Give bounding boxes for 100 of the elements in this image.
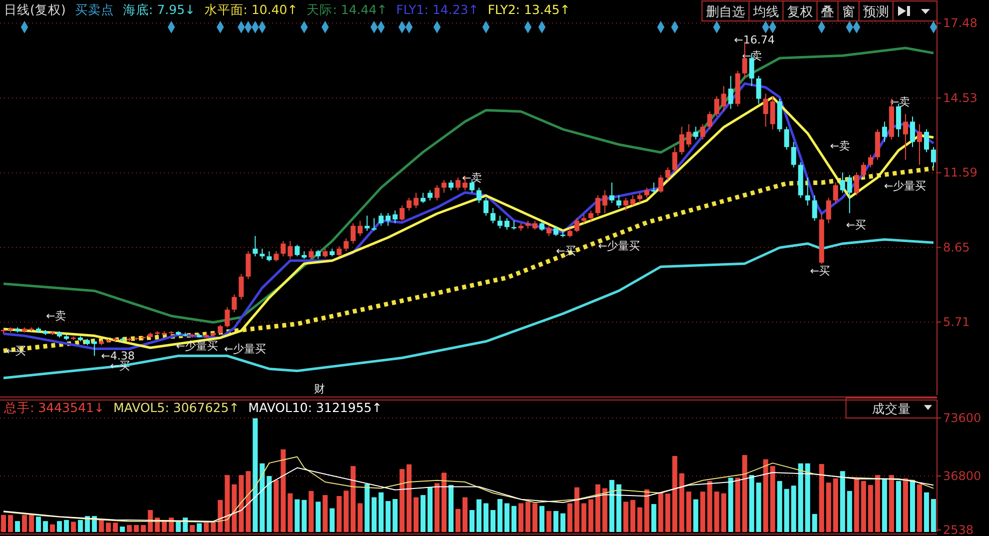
candlestick: [637, 192, 642, 204]
text: 买卖点: [74, 2, 114, 17]
candlestick: [686, 124, 692, 148]
y-tick-label: 2538: [943, 523, 974, 536]
annotation: ←买: [846, 218, 866, 232]
annotation: ←卖: [830, 140, 850, 152]
candlestick: [763, 93, 768, 128]
candlestick: [854, 172, 860, 196]
candlestick: [294, 244, 300, 257]
candlestick: [609, 182, 614, 204]
y-tick-label: 17.48: [943, 16, 978, 30]
text: 水平面: 10.40↑: [204, 2, 298, 17]
candlestick: [280, 240, 286, 257]
text: MAVOL5: 3067625↑: [113, 400, 240, 415]
candlestick: [700, 124, 706, 140]
candlestick: [658, 174, 664, 194]
annotation: ←少量买: [884, 180, 926, 192]
candlestick: [92, 340, 97, 356]
candlestick: [442, 180, 447, 194]
candlestick: [714, 96, 720, 118]
candlestick: [260, 248, 265, 260]
candlestick: [574, 218, 580, 233]
candlestick: [224, 306, 230, 328]
candlestick: [770, 96, 776, 130]
candlestick: [378, 212, 384, 226]
annotation: ←16.74: [734, 34, 775, 46]
line-series: [2, 456, 934, 523]
annotation: 叠: [821, 5, 834, 20]
candlestick: [917, 124, 922, 166]
line-series: [2, 46, 935, 324]
candlestick: [553, 225, 558, 236]
candlestick: [679, 126, 684, 156]
text: 天际: 14.44↑: [306, 2, 388, 17]
candlestick: [826, 197, 832, 224]
annotation: 复权: [787, 5, 813, 20]
y-tick-label: 14.53: [943, 91, 978, 106]
candlestick: [490, 208, 496, 224]
candlestick: [420, 192, 426, 204]
candlestick: [476, 187, 482, 204]
annotation: ←少量买: [224, 342, 266, 356]
y-tick-label: 5.71: [943, 315, 970, 330]
annotation: ←买: [556, 244, 576, 258]
candlestick: [651, 182, 656, 194]
candlestick: [266, 250, 272, 262]
candlestick: [672, 146, 678, 173]
candlestick: [274, 250, 279, 262]
candlestick: [358, 220, 363, 236]
annotation: ←卖: [46, 310, 66, 322]
candlestick: [456, 177, 461, 191]
candlestick: [602, 190, 608, 214]
candlestick: [218, 324, 223, 335]
candlestick: [238, 274, 244, 300]
candlestick: [812, 194, 818, 222]
candlestick: [630, 194, 636, 206]
line-series: [2, 467, 934, 522]
text: 总手: 3443541↓: [3, 400, 104, 415]
candlestick: [707, 110, 712, 130]
line-series: [2, 238, 935, 380]
candlestick: [414, 192, 419, 209]
candlestick: [344, 238, 349, 252]
y-tick-label: 73600: [943, 410, 982, 425]
candlestick: [903, 114, 908, 160]
candlestick: [644, 187, 650, 198]
candlestick: [504, 218, 510, 230]
y-tick-label: 8.65: [943, 240, 970, 254]
candlestick: [288, 240, 293, 260]
candlestick: [616, 194, 622, 209]
candlestick: [400, 204, 405, 222]
candlestick: [728, 75, 734, 110]
candlestick: [693, 126, 698, 140]
annotation: 预测: [863, 5, 889, 20]
annotation: 成交量: [872, 401, 911, 416]
candlestick: [833, 182, 838, 204]
annotation: ←买: [810, 264, 830, 278]
candlestick: [336, 246, 342, 257]
candlestick: [406, 197, 412, 212]
candlestick: [252, 235, 258, 257]
candlestick: [588, 210, 594, 222]
candlestick: [364, 215, 370, 232]
candlestick: [497, 215, 502, 229]
candlestick: [448, 180, 454, 191]
text: FLY2: 13.45↑: [488, 2, 570, 17]
candlestick: [308, 248, 314, 260]
candlestick: [386, 212, 391, 226]
candlestick: [350, 222, 356, 244]
text: MAVOL10: 3121955↑: [248, 400, 382, 415]
candlestick: [756, 75, 762, 104]
candlestick: [721, 86, 726, 112]
annotation: 财: [314, 382, 325, 396]
candlestick: [861, 162, 866, 178]
candlestick: [791, 141, 796, 168]
candlestick: [784, 126, 790, 150]
candlestick: [483, 197, 488, 216]
candlestick: [924, 128, 930, 153]
candlestick: [428, 190, 433, 201]
candlestick: [665, 166, 670, 181]
annotation: ←买: [6, 344, 26, 358]
annotation: 窗: [842, 4, 855, 20]
candlestick: [805, 177, 810, 206]
chart-title: 日线(复权): [4, 2, 66, 17]
